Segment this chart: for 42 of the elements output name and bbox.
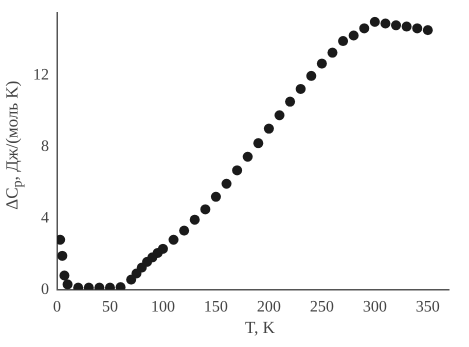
point	[62, 279, 73, 290]
point	[338, 36, 348, 46]
point	[370, 16, 380, 27]
point	[264, 124, 274, 134]
point	[253, 138, 264, 148]
x-tick-label: 350	[416, 298, 440, 316]
point	[285, 96, 296, 107]
point	[327, 48, 338, 58]
x-tick-label: 200	[256, 298, 281, 316]
point	[57, 250, 68, 261]
point	[200, 204, 210, 214]
x-tick-label: 50	[102, 298, 118, 316]
point	[402, 22, 412, 32]
y-tick-label: 12	[33, 66, 49, 84]
point	[296, 84, 306, 94]
x-tick-label: 100	[150, 298, 175, 316]
point	[274, 110, 284, 120]
point	[380, 18, 390, 29]
point	[412, 23, 422, 34]
point	[158, 244, 168, 254]
point	[422, 25, 433, 36]
point	[168, 234, 179, 245]
x-tick-label: 250	[310, 298, 334, 316]
point	[190, 214, 200, 225]
y-tick-label: 8	[41, 138, 49, 155]
point	[348, 30, 359, 40]
x-tick-label: 0	[53, 298, 61, 316]
point	[232, 165, 242, 176]
point	[316, 58, 327, 69]
point	[59, 270, 70, 280]
y-tick-label: 4	[41, 209, 49, 226]
point	[222, 178, 232, 189]
point	[306, 70, 316, 81]
y-tick-label: 0	[41, 281, 49, 298]
point	[391, 20, 402, 30]
point	[242, 152, 253, 162]
x-tick-label: 300	[362, 298, 387, 316]
point	[210, 192, 221, 202]
x-axis-title: T, K	[244, 318, 276, 338]
x-tick-label: 150	[204, 298, 228, 316]
point	[179, 226, 190, 236]
point	[359, 23, 370, 34]
